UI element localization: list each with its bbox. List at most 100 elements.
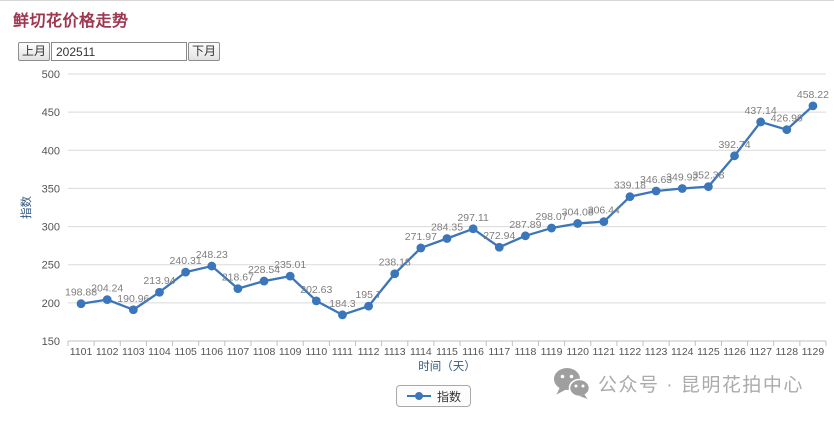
data-point[interactable] — [102, 295, 112, 305]
x-tick-label: 1119 — [541, 346, 563, 358]
data-point-label: 240.31 — [170, 255, 202, 267]
data-point[interactable] — [442, 234, 452, 243]
next-month-button[interactable]: 下月 — [188, 42, 220, 61]
legend-item-index[interactable]: 指数 — [396, 385, 472, 407]
prev-month-button[interactable]: 上月 — [18, 42, 50, 61]
data-point-label: 352.38 — [692, 170, 724, 182]
x-tick-label: 1124 — [671, 346, 694, 358]
watermark-text: 公众号 · 昆明花拍中心 — [598, 375, 804, 396]
data-point[interactable] — [155, 287, 164, 297]
data-point-label: 272.94 — [483, 230, 515, 242]
data-point[interactable] — [181, 267, 191, 277]
x-tick-label: 1102 — [96, 346, 119, 358]
y-tick-label: 300 — [42, 222, 60, 234]
data-point[interactable] — [547, 223, 556, 233]
data-point[interactable] — [521, 231, 530, 241]
data-point-label: 346.63 — [640, 174, 672, 186]
data-point[interactable] — [364, 301, 373, 311]
x-tick-label: 1126 — [723, 346, 746, 358]
x-tick-label: 1105 — [174, 346, 197, 358]
data-point[interactable] — [416, 243, 426, 253]
x-tick-label: 1110 — [305, 346, 327, 358]
data-point-label: 304.08 — [562, 206, 594, 218]
data-point[interactable] — [233, 284, 243, 294]
x-tick-label: 1117 — [488, 346, 510, 358]
data-point-label: 235.01 — [274, 259, 306, 271]
x-tick-label: 1109 — [279, 346, 302, 358]
data-point[interactable] — [677, 184, 687, 193]
data-point[interactable] — [76, 299, 86, 309]
x-tick-label: 1123 — [645, 346, 668, 358]
y-tick-label: 200 — [42, 298, 60, 310]
data-point-label: 287.89 — [509, 219, 541, 231]
data-point-label: 298.07 — [535, 211, 567, 223]
x-tick-label: 1104 — [148, 346, 171, 358]
data-point-label: 458.22 — [797, 89, 829, 101]
x-tick-label: 1114 — [410, 346, 432, 358]
data-point[interactable] — [625, 192, 635, 202]
data-point[interactable] — [468, 224, 478, 234]
data-point[interactable] — [128, 305, 138, 315]
x-tick-label: 1113 — [384, 346, 406, 358]
x-tick-label: 1115 — [436, 346, 458, 358]
y-tick-label: 450 — [42, 107, 60, 119]
data-point-label: 202.63 — [300, 284, 332, 296]
data-point[interactable] — [285, 271, 295, 281]
data-point-label: 392.74 — [718, 139, 750, 151]
month-input[interactable] — [51, 42, 187, 61]
x-tick-label: 1112 — [358, 346, 380, 358]
y-tick-label: 250 — [42, 260, 60, 272]
data-point-label: 297.11 — [457, 212, 488, 224]
data-point[interactable] — [730, 151, 739, 161]
x-tick-label: 1108 — [253, 346, 276, 358]
watermark: 公众号 · 昆明花拍中心 — [553, 367, 804, 400]
x-tick-label: 1121 — [593, 346, 616, 358]
x-axis-title: 时间（天） — [418, 360, 476, 373]
data-point[interactable] — [651, 186, 661, 196]
data-point[interactable] — [756, 117, 766, 127]
x-tick-label: 1103 — [122, 346, 145, 358]
month-controls: 上月 下月 — [18, 42, 220, 61]
data-point-label: 426.99 — [771, 113, 803, 125]
x-tick-label: 1116 — [462, 346, 484, 358]
data-point-label: 198.88 — [65, 287, 97, 299]
data-point[interactable] — [703, 182, 713, 192]
data-point[interactable] — [573, 219, 583, 228]
x-tick-label: 1127 — [749, 346, 772, 358]
x-tick-label: 1107 — [227, 346, 250, 358]
x-tick-label: 1120 — [566, 346, 589, 358]
data-point-label: 213.94 — [143, 275, 175, 287]
data-point[interactable] — [782, 125, 792, 135]
data-point-label: 349.92 — [666, 171, 698, 183]
data-point-label: 204.24 — [91, 283, 123, 295]
x-tick-label: 1118 — [515, 346, 537, 358]
data-point-label: 228.54 — [248, 264, 280, 276]
price-line-chart: 150 200 250 300 350 400 450 500 1101 1102 1103 1104… — [19, 69, 829, 373]
x-tick-label: 1111 — [332, 346, 353, 358]
y-tick-label: 150 — [42, 336, 60, 348]
data-point-label: 218.67 — [222, 272, 254, 284]
data-point[interactable] — [808, 101, 818, 111]
data-point[interactable] — [207, 261, 217, 271]
data-point-label: 284.35 — [431, 222, 463, 234]
data-point-label: 190.96 — [117, 293, 149, 305]
data-point[interactable] — [494, 242, 504, 252]
data-point[interactable] — [311, 296, 321, 306]
series-line-index — [79, 104, 815, 316]
x-tick-label: 1128 — [775, 346, 798, 358]
data-point-label: 306.44 — [588, 205, 620, 217]
x-tick-label: 1106 — [200, 346, 223, 358]
x-tick-label: 1125 — [697, 346, 720, 358]
data-point[interactable] — [259, 276, 269, 286]
data-point[interactable] — [390, 269, 400, 279]
y-tick-label: 400 — [42, 145, 60, 157]
y-tick-label: 500 — [42, 69, 60, 81]
y-tick-label: 350 — [42, 183, 60, 195]
x-tick-label: 1129 — [802, 346, 825, 358]
data-point[interactable] — [338, 310, 347, 320]
page-title: 鲜切花价格走势 — [13, 13, 129, 30]
data-point[interactable] — [599, 217, 609, 227]
x-tick-label: 1101 — [70, 346, 93, 358]
data-point-label: 248.23 — [196, 249, 228, 261]
